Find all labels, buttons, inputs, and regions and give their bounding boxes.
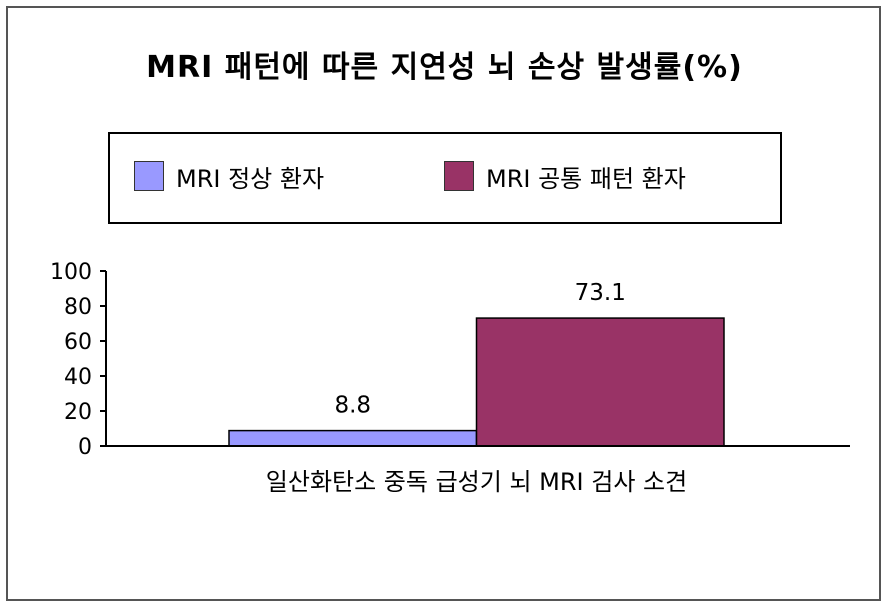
legend: MRI 정상 환자 MRI 공통 패턴 환자 [108, 132, 782, 224]
y-tick-label: 80 [64, 295, 92, 320]
legend-label-common-pattern: MRI 공통 패턴 환자 [486, 164, 686, 193]
bar-0 [228, 429, 478, 447]
legend-swatch-common-pattern [444, 161, 474, 191]
y-tick-label: 20 [64, 400, 92, 425]
chart-frame [6, 6, 881, 601]
y-tick-label: 60 [64, 330, 92, 355]
y-tick-label: 100 [50, 260, 92, 285]
legend-swatch-normal [134, 161, 164, 191]
data-label-0: 8.8 [334, 393, 371, 419]
chart-title: MRI 패턴에 따른 지연성 뇌 손상 발생률(%) [146, 50, 743, 85]
x-category-label: 일산화탄소 중독 급성기 뇌 MRI 검사 소견 [266, 468, 687, 496]
legend-item-normal: MRI 정상 환자 [134, 160, 325, 193]
legend-item-common-pattern: MRI 공통 패턴 환자 [444, 160, 686, 193]
y-tick-label: 0 [78, 435, 92, 460]
bar-1 [475, 317, 725, 447]
data-label-1: 73.1 [575, 280, 626, 306]
legend-label-normal: MRI 정상 환자 [176, 164, 325, 193]
y-tick-label: 40 [64, 365, 92, 390]
